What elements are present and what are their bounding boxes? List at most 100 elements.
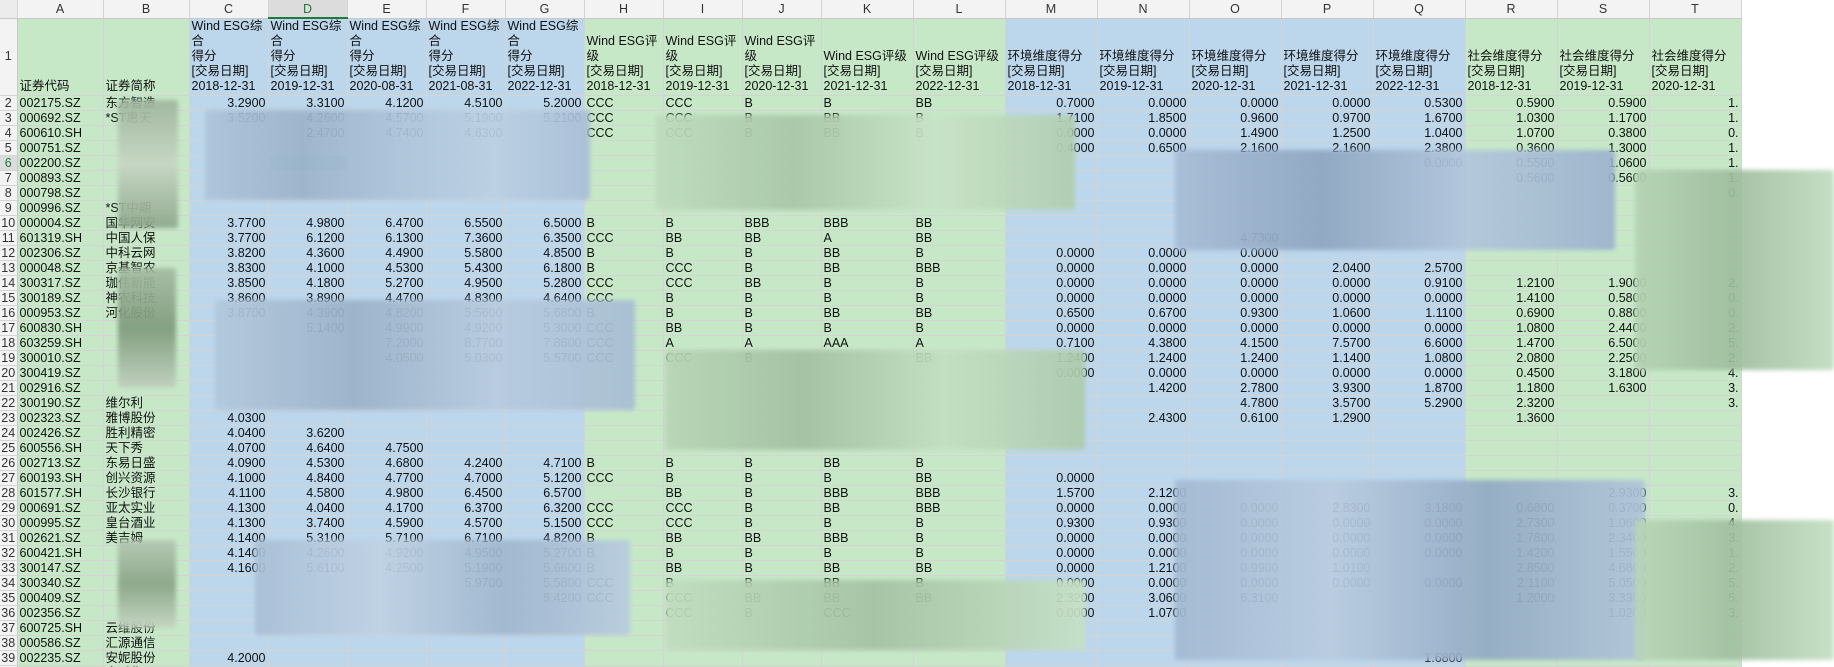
table-cell[interactable] [1557,440,1650,456]
table-cell[interactable] [742,665,822,667]
table-cell[interactable]: 0.0000 [1373,320,1466,336]
row-number[interactable]: 26 [0,455,18,471]
table-cell[interactable]: 000409.SZ [17,590,104,606]
table-cell[interactable]: 600610.SH [17,125,104,141]
table-cell[interactable]: 2.0800 [1465,350,1558,366]
table-cell[interactable]: B [742,500,822,516]
table-cell[interactable]: B [663,455,743,471]
table-cell[interactable]: 0.0000 [1005,500,1098,516]
table-cell[interactable]: 0.4500 [1465,365,1558,381]
table-cell[interactable]: 天下秀 [103,440,190,456]
row-number[interactable]: 39 [0,650,18,666]
table-cell[interactable]: 0.0000 [1189,290,1282,306]
table-cell[interactable]: 1.0300 [1465,110,1558,126]
table-cell[interactable]: 4.5900 [347,515,427,531]
table-cell[interactable]: 002323.SZ [17,410,104,426]
table-cell[interactable]: 600193.SH [17,470,104,486]
row-number[interactable]: 19 [0,350,18,366]
table-cell[interactable]: 300189.SZ [17,290,104,306]
table-cell[interactable]: B [821,275,914,291]
table-cell[interactable] [189,590,269,606]
table-cell[interactable]: 1.0700 [1465,125,1558,141]
column-header-t[interactable]: T [1649,0,1742,19]
table-cell[interactable]: 4.0300 [189,410,269,426]
table-cell[interactable] [1557,455,1650,471]
table-cell[interactable]: 3.7700 [189,215,269,231]
table-cell[interactable]: BB [821,455,914,471]
table-cell[interactable]: 4.3800 [1097,335,1190,351]
table-cell[interactable]: B [742,290,822,306]
table-cell[interactable]: 0.0000 [1097,260,1190,276]
table-cell[interactable]: B [821,290,914,306]
table-cell[interactable]: 亚太实业 [103,500,190,516]
table-cell[interactable]: 1.6300 [1557,380,1650,396]
column-header-o[interactable]: O [1189,0,1282,19]
table-cell[interactable]: 601577.SH [17,485,104,501]
table-cell[interactable]: 1.4700 [1465,335,1558,351]
table-cell[interactable] [505,635,585,651]
table-cell[interactable] [426,440,506,456]
column-header-d[interactable]: D [268,0,348,19]
table-cell[interactable] [1281,455,1374,471]
column-header-q[interactable]: Q [1373,0,1466,19]
table-cell[interactable]: 长沙银行 [103,485,190,501]
table-cell[interactable]: 汇源通信 [103,635,190,651]
row-number[interactable]: 29 [0,500,18,516]
row-number[interactable]: 3 [0,110,18,126]
table-cell[interactable]: 创兴资源 [103,470,190,486]
table-cell[interactable]: 1.2500 [1281,125,1374,141]
row-number[interactable]: 4 [0,125,18,141]
table-cell[interactable]: 4.5100 [426,95,506,111]
table-cell[interactable] [821,665,914,667]
table-cell[interactable] [268,200,348,216]
table-cell[interactable]: 0.0000 [1097,320,1190,336]
table-cell[interactable] [1097,395,1190,411]
table-cell[interactable] [584,200,664,216]
select-all-corner[interactable] [0,0,18,19]
table-cell[interactable]: 0.0000 [1005,245,1098,261]
table-cell[interactable]: BB [821,245,914,261]
header-cell[interactable]: Wind ESG评级 [交易日期] 2019-12-31 [663,18,743,96]
table-cell[interactable]: 002713.SZ [17,455,104,471]
table-cell[interactable]: 6.1200 [268,230,348,246]
table-cell[interactable]: B [821,515,914,531]
header-cell[interactable]: 证券简称 [103,18,190,96]
table-cell[interactable] [1557,410,1650,426]
table-cell[interactable]: 4.1300 [189,500,269,516]
table-cell[interactable]: 300190.SZ [17,395,104,411]
table-cell[interactable] [821,650,914,666]
table-cell[interactable]: 3.7700 [189,230,269,246]
table-cell[interactable]: 600830.SH [17,320,104,336]
table-cell[interactable]: B [663,305,743,321]
row-number[interactable]: 33 [0,560,18,576]
table-cell[interactable]: 0.0000 [1373,290,1466,306]
table-cell[interactable]: 0.0000 [1005,545,1098,561]
row-number[interactable]: 34 [0,575,18,591]
header-cell[interactable]: 社会维度得分 [交易日期] 2019-12-31 [1557,18,1650,96]
table-cell[interactable]: BBB [821,215,914,231]
table-cell[interactable] [742,650,822,666]
column-header-p[interactable]: P [1281,0,1374,19]
table-cell[interactable]: 300147.SZ [17,560,104,576]
table-cell[interactable]: 0.9300 [1005,515,1098,531]
column-header-r[interactable]: R [1465,0,1558,19]
table-cell[interactable] [1649,410,1742,426]
table-cell[interactable] [1005,650,1098,666]
table-cell[interactable] [584,140,664,156]
table-cell[interactable] [584,650,664,666]
column-header-i[interactable]: I [663,0,743,19]
table-cell[interactable]: B [742,560,822,576]
table-cell[interactable]: B [584,245,664,261]
table-cell[interactable] [1005,215,1098,231]
table-cell[interactable]: 3.1800 [1557,365,1650,381]
table-cell[interactable] [426,665,506,667]
table-cell[interactable]: BBB [913,485,1006,501]
table-cell[interactable]: BB [913,215,1006,231]
table-cell[interactable]: 0.0000 [1097,365,1190,381]
table-cell[interactable]: 0.0000 [1005,470,1098,486]
table-cell[interactable] [347,410,427,426]
table-cell[interactable]: BB [663,560,743,576]
table-cell[interactable] [426,410,506,426]
table-cell[interactable]: 4.9800 [268,215,348,231]
row-number[interactable]: 25 [0,440,18,456]
